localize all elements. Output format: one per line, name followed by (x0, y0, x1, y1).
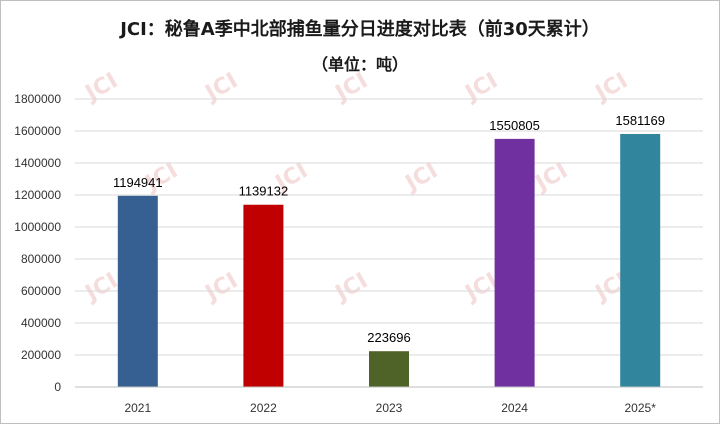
chart-subtitle: （单位：吨） (311, 55, 408, 74)
x-tick-label: 2025* (625, 401, 657, 415)
watermark-logo: JCI (200, 268, 242, 307)
y-axis: 0 200000 400000 600000 800000 1000000 1200000 1… (14, 92, 61, 394)
data-labels: 1194941 1139132 223696 1550805 1581169 (113, 113, 665, 345)
x-tick-label: 2022 (250, 401, 277, 415)
watermark-logo: JCI (80, 68, 122, 107)
watermark-logo: JCI (200, 68, 242, 107)
y-tick-label: 400000 (21, 316, 61, 330)
y-tick-label: 600000 (21, 284, 61, 298)
data-label: 1550805 (489, 118, 540, 133)
bar-2023 (369, 351, 409, 387)
x-tick-label: 2023 (376, 401, 403, 415)
watermark-logo: JCI (400, 158, 442, 197)
watermark-logo: JCI (80, 268, 122, 307)
y-tick-label: 1400000 (14, 156, 61, 170)
y-tick-label: 1000000 (14, 220, 61, 234)
bar-2024 (494, 138, 535, 387)
y-tick-label: 200000 (21, 348, 61, 362)
data-label: 1581169 (615, 113, 665, 128)
x-tick-label: 2021 (124, 401, 151, 415)
watermark-logo: JCI (530, 158, 572, 197)
data-label: 1194941 (113, 175, 163, 190)
y-tick-label: 800000 (21, 252, 61, 266)
bar-2022 (243, 204, 284, 387)
y-tick-label: 1200000 (14, 188, 61, 202)
data-label: 1139132 (239, 184, 289, 199)
x-tick-label: 2024 (501, 401, 528, 415)
bar-2021 (117, 195, 158, 387)
bars (117, 134, 661, 387)
watermark-logo: JCI (330, 268, 372, 307)
bar-2025 (620, 134, 661, 387)
y-tick-label: 1600000 (14, 124, 61, 138)
x-axis: 2021 2022 2023 2024 2025* (75, 386, 703, 415)
watermark-logo: JCI (460, 68, 502, 107)
watermark-logo: JCI (590, 68, 632, 107)
data-label: 223696 (367, 330, 410, 345)
y-tick-label: 0 (54, 380, 61, 394)
grid-lines (75, 98, 703, 356)
chart-title: JCI：秘鲁A季中北部捕鱼量分日进度对比表（前30天累计） (120, 19, 600, 40)
watermark-logo: JCI (330, 68, 372, 107)
y-tick-label: 1800000 (14, 92, 61, 106)
